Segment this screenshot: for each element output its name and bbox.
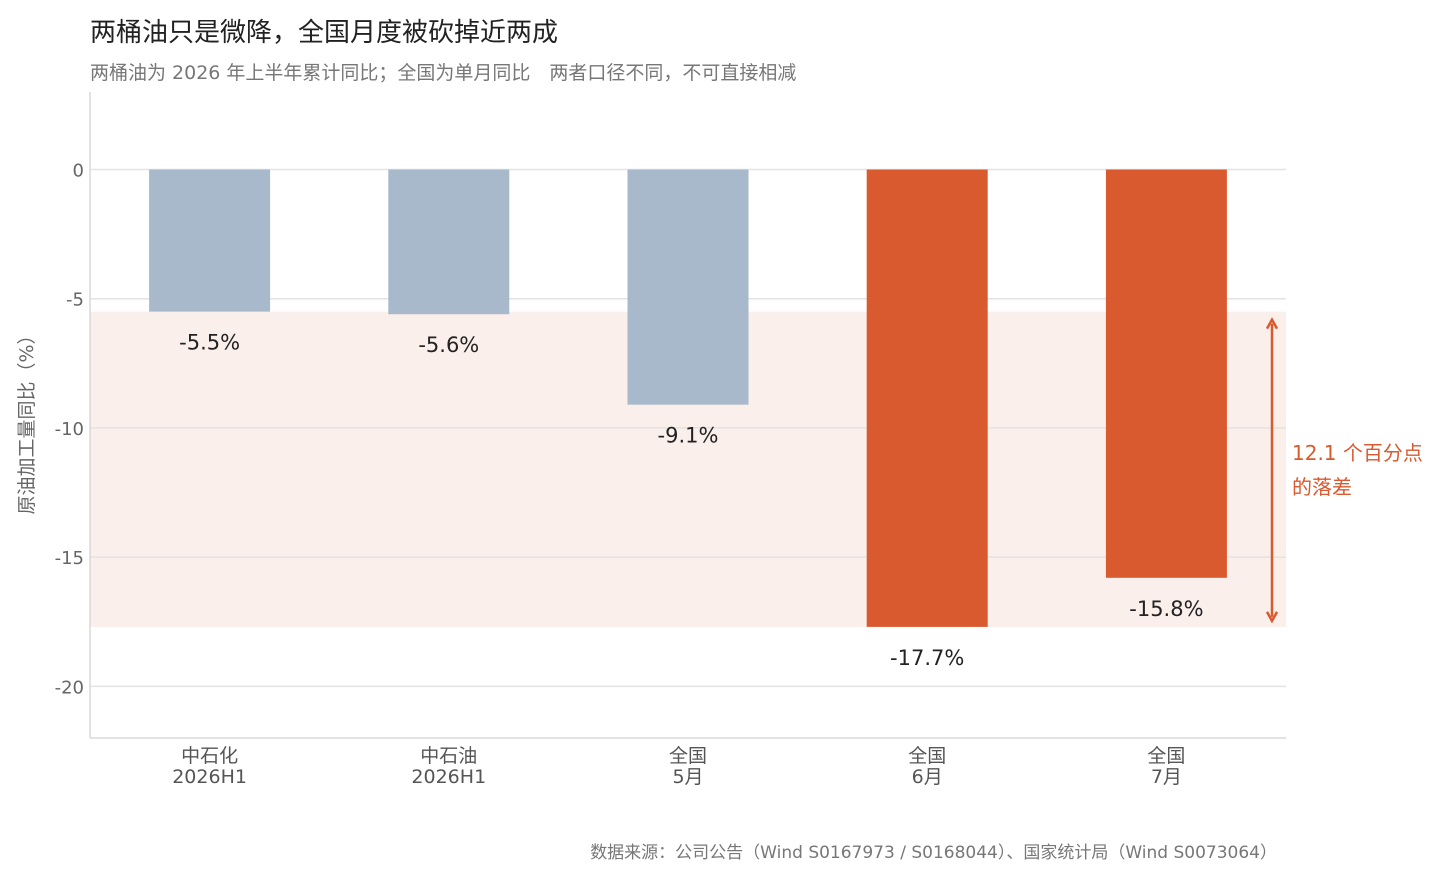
data-label: -15.8% [1129,597,1203,621]
y-tick-label: -5 [66,290,84,311]
y-tick-label: -10 [55,419,84,440]
y-tick-label: -20 [55,677,84,698]
x-tick-label: 中石化 [181,745,238,767]
x-tick-label-sub: 7月 [1151,766,1182,788]
gap-arrow-head-bottom [1265,611,1279,624]
chart-title: 两桶油只是微降，全国月度被砍掉近两成 [90,18,559,48]
x-tick-label-sub: 2026H1 [411,766,486,788]
data-label: -5.5% [179,331,240,355]
y-tick-label: -15 [55,548,84,569]
bar [866,169,988,627]
data-label: -5.6% [418,333,479,357]
gap-arrow-head-top [1265,317,1279,330]
x-tick-label: 中石油 [420,745,477,767]
y-axis-title: 原油加工量同比（%） [16,325,38,514]
bar [1105,169,1227,578]
x-tick-label: 全国 [908,745,946,767]
chart-subtitle: 两桶油为 2026 年上半年累计同比；全国为单月同比 两者口径不同，不可直接相减 [90,62,797,84]
gap-annotation: 12.1 个百分点 [1292,441,1423,465]
x-tick-label-sub: 5月 [672,766,703,788]
x-tick-label: 全国 [669,745,707,767]
x-tick-label-sub: 2026H1 [172,766,247,788]
bar [388,169,510,315]
bar [627,169,749,405]
data-source-note: 数据来源：公司公告（Wind S0167973 / S0168044）、国家统计… [590,843,1277,863]
x-tick-label: 全国 [1147,745,1185,767]
data-label: -17.7% [890,646,964,670]
data-label: -9.1% [658,424,719,448]
y-tick-label: 0 [73,161,84,182]
gap-annotation-sub: 的落差 [1292,475,1352,499]
bar [149,169,271,312]
x-tick-label-sub: 6月 [912,766,943,788]
